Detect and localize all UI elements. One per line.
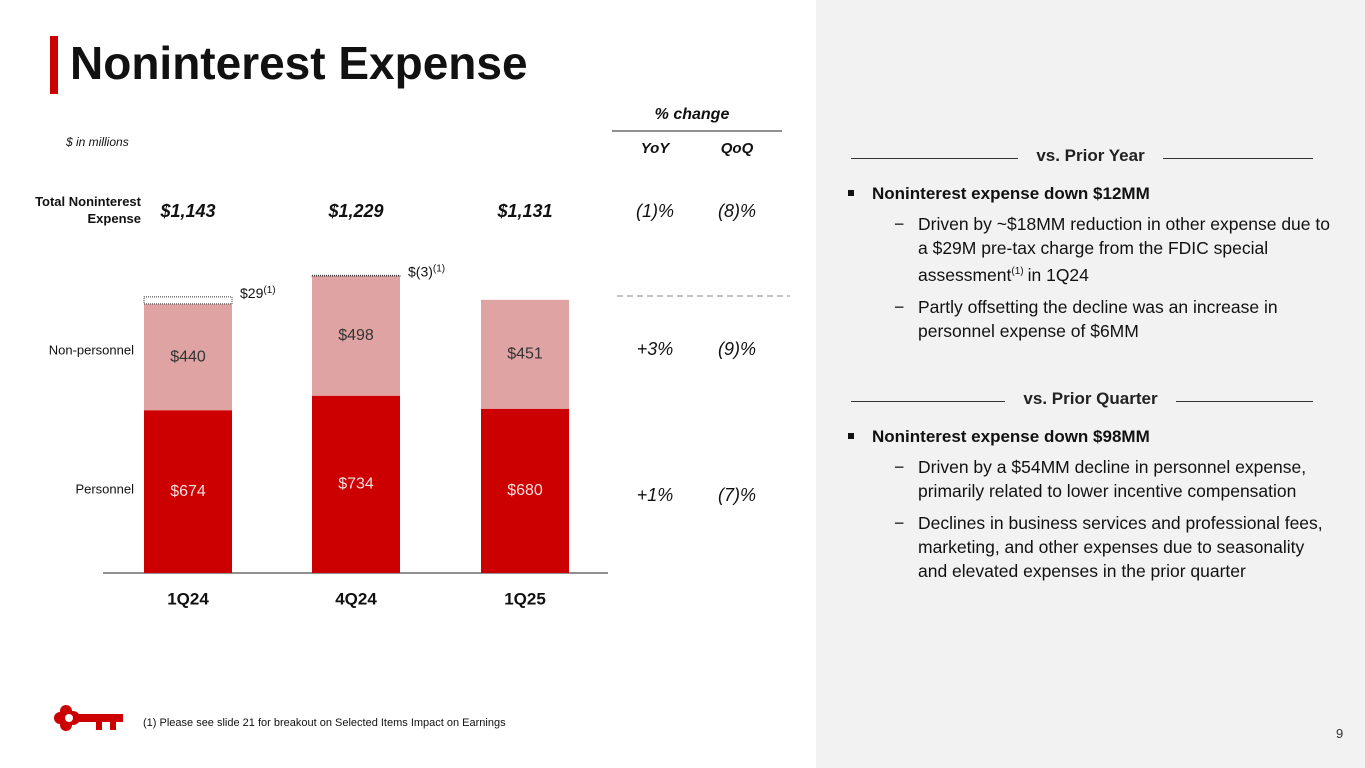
- x-tick-label: 1Q25: [504, 589, 546, 608]
- pct-value: (1)%: [636, 201, 674, 221]
- bullet: Noninterest expense down $12MM: [848, 184, 1335, 204]
- pct-column: YoY: [641, 140, 672, 157]
- bar: [481, 408, 569, 573]
- commentary-panel: vs. Prior Year Noninterest expense down …: [816, 0, 1365, 768]
- text: in 1Q24: [1027, 264, 1089, 285]
- bullet: Noninterest expense down $98MM: [848, 427, 1335, 447]
- chart-subtitle: $ in millions: [65, 135, 129, 149]
- value-label: $734: [338, 476, 374, 493]
- special-item: [143, 296, 233, 305]
- special-item: [311, 274, 401, 277]
- total-label: $1,131: [496, 201, 552, 221]
- total-label: $1,143: [159, 201, 215, 221]
- heading-text: vs. Prior Quarter: [1005, 389, 1176, 408]
- section: vs. Prior Year Noninterest expense down …: [816, 146, 1365, 343]
- footnote: (1) Please see slide 21 for breakout on …: [143, 717, 506, 729]
- bar: [144, 303, 232, 411]
- total-label: $1,229: [327, 201, 383, 221]
- series-label: Non-personnel: [49, 342, 134, 357]
- value-label: $498: [338, 327, 374, 344]
- pct-title: % change: [655, 106, 730, 123]
- pct-value: +3%: [637, 339, 674, 359]
- pct-value: (7)%: [718, 485, 756, 505]
- value-label: $451: [507, 346, 543, 363]
- bar: [481, 299, 569, 409]
- text: Driven by ~$18MM reduction in other expe…: [918, 214, 1330, 285]
- note-marker: (1): [433, 263, 445, 274]
- page-number: 9: [1336, 726, 1344, 741]
- chart-title: Noninterest Expense: [70, 37, 528, 89]
- section-heading: vs. Prior Year: [816, 146, 1365, 170]
- value-text: $(3): [408, 263, 433, 279]
- pct-column: QoQ: [721, 140, 754, 157]
- heading-text: vs. Prior Year: [1018, 146, 1163, 165]
- bar: [312, 275, 400, 396]
- logo: [54, 705, 123, 731]
- totals-label: Total Noninterest Expense: [35, 194, 142, 226]
- sub-bullet: Partly offsetting the decline was an inc…: [894, 295, 1335, 343]
- pct-value: (9)%: [718, 339, 756, 359]
- value-label: $440: [170, 348, 206, 365]
- value-label: $(3)(1): [408, 263, 445, 279]
- section: vs. Prior Quarter Noninterest expense do…: [816, 389, 1365, 583]
- value-text: $29: [240, 285, 264, 301]
- sub-bullet: Driven by ~$18MM reduction in other expe…: [894, 212, 1335, 287]
- note-marker: (1): [1011, 266, 1024, 277]
- value-label: $674: [170, 483, 206, 500]
- series-label: Personnel: [75, 481, 134, 496]
- x-tick-label: 1Q24: [167, 589, 209, 608]
- bar: [312, 395, 400, 573]
- totals-label-line: Expense: [88, 211, 141, 226]
- value-label: $680: [507, 482, 543, 499]
- section-heading: vs. Prior Quarter: [816, 389, 1365, 413]
- bar: [144, 410, 232, 573]
- sub-bullet: Declines in business services and profes…: [894, 511, 1335, 583]
- pct-value: (8)%: [718, 201, 756, 221]
- x-tick-label: 4Q24: [335, 589, 377, 608]
- title-accent: [50, 36, 58, 94]
- value-label: $29(1): [240, 285, 276, 301]
- pct-value: +1%: [637, 485, 674, 505]
- note-marker: (1): [263, 285, 275, 296]
- totals-label-line: Total Noninterest: [35, 194, 142, 209]
- chart: Noninterest Expense $ in millions % chan…: [35, 36, 790, 731]
- sub-bullet: Driven by a $54MM decline in personnel e…: [894, 455, 1335, 503]
